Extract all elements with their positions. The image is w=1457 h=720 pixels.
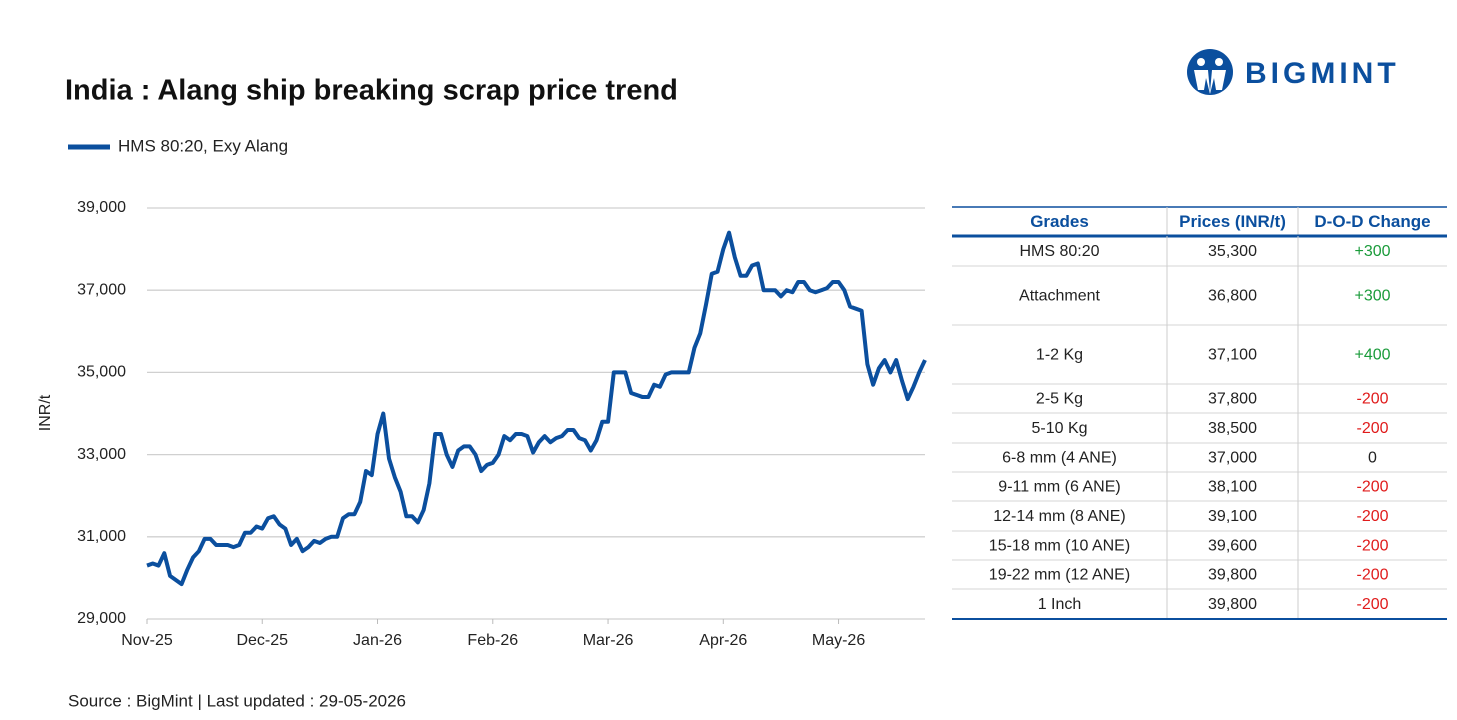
y-tick-label: 33,000 bbox=[77, 446, 126, 463]
table-cell: 37,800 bbox=[1208, 391, 1257, 408]
x-tick-label: Mar-26 bbox=[583, 632, 634, 649]
table-cell: -200 bbox=[1356, 508, 1388, 525]
x-tick-label: Dec-25 bbox=[236, 632, 288, 649]
table-cell: 15-18 mm (10 ANE) bbox=[989, 538, 1130, 555]
table-header: D-O-D Change bbox=[1314, 212, 1430, 231]
y-tick-label: 37,000 bbox=[77, 281, 126, 298]
table-header: Grades bbox=[1030, 212, 1089, 231]
y-tick-label: 29,000 bbox=[77, 610, 126, 627]
y-axis-label: INR/t bbox=[37, 394, 54, 431]
table-cell: +400 bbox=[1354, 347, 1390, 364]
table-cell: 9-11 mm (6 ANE) bbox=[998, 479, 1120, 496]
table-cell: 35,300 bbox=[1208, 243, 1257, 260]
logo-icon bbox=[1187, 49, 1233, 95]
y-tick-label: 39,000 bbox=[77, 199, 126, 216]
x-tick-label: May-26 bbox=[812, 632, 865, 649]
chart-title: India : Alang ship breaking scrap price … bbox=[65, 75, 678, 107]
table-cell: -200 bbox=[1356, 538, 1388, 555]
table-cell: +300 bbox=[1354, 243, 1390, 260]
table-cell: -200 bbox=[1356, 391, 1388, 408]
table-cell: 6-8 mm (4 ANE) bbox=[1002, 450, 1117, 467]
table-cell: 19-22 mm (12 ANE) bbox=[989, 567, 1130, 584]
table-cell: 0 bbox=[1368, 450, 1377, 467]
table-cell: 39,800 bbox=[1208, 567, 1257, 584]
y-tick-label: 31,000 bbox=[77, 528, 126, 545]
table-cell: -200 bbox=[1356, 479, 1388, 496]
table-header: Prices (INR/t) bbox=[1179, 212, 1286, 231]
x-tick-label: Nov-25 bbox=[121, 632, 173, 649]
x-tick-label: Apr-26 bbox=[699, 632, 747, 649]
table-cell: 5-10 Kg bbox=[1031, 420, 1087, 437]
table-cell: -200 bbox=[1356, 420, 1388, 437]
x-tick-label: Feb-26 bbox=[467, 632, 518, 649]
table-cell: 37,000 bbox=[1208, 450, 1257, 467]
table-cell: 39,100 bbox=[1208, 508, 1257, 525]
table-cell: 36,800 bbox=[1208, 288, 1257, 305]
table-cell: 38,500 bbox=[1208, 420, 1257, 437]
table-cell: 12-14 mm (8 ANE) bbox=[993, 508, 1125, 525]
source-note: Source : BigMint | Last updated : 29-05-… bbox=[68, 691, 406, 710]
table-cell: 39,600 bbox=[1208, 538, 1257, 555]
table-cell: 1-2 Kg bbox=[1036, 347, 1083, 364]
table-cell: +300 bbox=[1354, 288, 1390, 305]
x-tick-label: Jan-26 bbox=[353, 632, 402, 649]
table-cell: 37,100 bbox=[1208, 347, 1257, 364]
table-cell: HMS 80:20 bbox=[1019, 243, 1099, 260]
logo-text: BIGMINT bbox=[1245, 57, 1400, 90]
price-line bbox=[146, 230, 927, 587]
y-tick-label: 35,000 bbox=[77, 364, 126, 381]
table-cell: -200 bbox=[1356, 596, 1388, 613]
legend-label: HMS 80:20, Exy Alang bbox=[118, 136, 288, 155]
table-cell: 38,100 bbox=[1208, 479, 1257, 496]
table-cell: 1 Inch bbox=[1038, 596, 1082, 613]
table-cell: 39,800 bbox=[1208, 596, 1257, 613]
table-cell: Attachment bbox=[1019, 288, 1100, 305]
table-cell: -200 bbox=[1356, 567, 1388, 584]
table-cell: 2-5 Kg bbox=[1036, 391, 1083, 408]
